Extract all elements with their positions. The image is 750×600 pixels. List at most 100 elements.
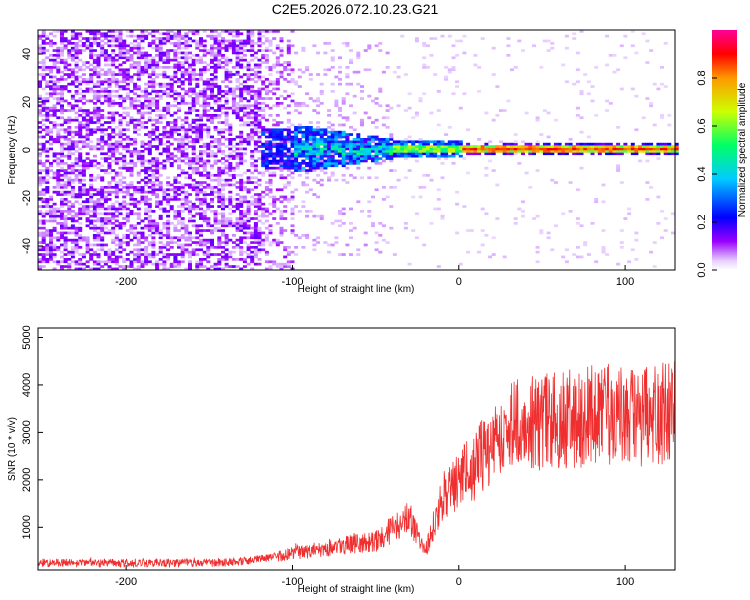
spectrogram-cell [568, 210, 573, 213]
spectrogram-cell [133, 202, 138, 206]
spectrogram-cell [455, 145, 460, 148]
spectrogram-cell [264, 56, 269, 60]
spectrogram-cell [70, 32, 75, 36]
spectrogram-cell [136, 63, 141, 67]
spectrogram-cell [330, 138, 335, 141]
spectrogram-cell [162, 39, 167, 43]
spectrogram-cell [403, 109, 408, 112]
spectrogram-cell [235, 87, 240, 91]
spectrogram-cell [250, 260, 255, 264]
spectrogram-cell [111, 260, 116, 264]
spectrogram-cell [151, 34, 156, 38]
spectrogram-cell [140, 265, 145, 268]
spectrogram-cell [92, 49, 97, 52]
spectrogram-cell [572, 82, 577, 86]
spectrogram-cell [188, 106, 192, 110]
spectrogram-cell [305, 135, 310, 139]
spectrogram-cell [191, 118, 196, 122]
spectrogram-cell [378, 90, 383, 93]
spectrogram-cell [539, 145, 544, 148]
spectrogram-cell [92, 159, 97, 163]
spectrogram-cell [279, 241, 284, 244]
spectrogram-cell [323, 128, 328, 132]
spectrogram-cell [67, 82, 72, 86]
spectrogram-cell [206, 94, 211, 98]
spectrogram-cell [70, 34, 75, 38]
spectrogram-cell [301, 126, 306, 129]
spectrogram-cell [374, 44, 379, 48]
spectrogram-cell [327, 130, 332, 134]
spectrogram-cell [136, 200, 141, 204]
spectrogram-cell [407, 169, 412, 172]
spectrogram-cell [210, 85, 214, 88]
spectrogram-cell [484, 234, 489, 237]
spectrogram-cell [195, 224, 200, 228]
spectrogram-cell [78, 58, 83, 62]
spectrogram-cell [480, 147, 485, 151]
spectrogram-cell [85, 219, 90, 223]
spectrogram-cell [305, 154, 310, 158]
spectrogram-cell [638, 145, 643, 148]
spectrogram-cell [246, 104, 251, 108]
spectrogram-cell [290, 171, 295, 175]
spectrogram-cell [338, 123, 342, 127]
spectrogram-cell [162, 226, 167, 230]
spectrogram-cell [155, 157, 160, 160]
spectrogram-cell [96, 126, 101, 129]
spectrogram-cell [356, 142, 361, 146]
spectrogram-cell [294, 102, 299, 105]
spectrogram-cell [264, 164, 269, 168]
spectrogram-cell [92, 212, 97, 216]
spectrogram-cell [107, 207, 112, 211]
spectrogram-cell [239, 87, 244, 91]
spectrogram-cell [195, 46, 200, 50]
spectrogram-cell [173, 154, 178, 158]
spectrogram-cell [316, 174, 321, 177]
spectrogram-cell [45, 258, 50, 261]
spectrogram-cell [221, 198, 225, 201]
spectrogram-cell [231, 166, 236, 170]
spectrogram-cell [381, 152, 386, 156]
spectrogram-cell [217, 195, 222, 199]
spectrogram-cell [125, 73, 130, 76]
spectrogram-cell [169, 188, 174, 192]
spectrogram-cell [107, 54, 112, 57]
spectrogram-cell [199, 238, 203, 242]
spectrogram-cell [60, 116, 64, 120]
spectrogram-cell [125, 111, 130, 115]
spectrogram-cell [125, 123, 130, 127]
spectrogram-cell [63, 109, 68, 112]
spectrogram-cell [78, 181, 83, 184]
spectrogram-cell [612, 150, 617, 153]
spectrogram-cell [513, 152, 518, 156]
spectrogram-cell [568, 181, 573, 184]
spectrogram-cell [78, 152, 83, 156]
spectrogram-cell [199, 68, 203, 72]
spectrogram-cell [623, 142, 628, 146]
spectrogram-cell [136, 46, 141, 50]
spectrogram-cell [206, 135, 211, 139]
spectrogram-cell [191, 128, 196, 132]
spectrogram-cell [169, 253, 174, 256]
spectrogram-cell [466, 145, 471, 148]
spectrogram-cell [257, 243, 262, 247]
spectrogram-cell [85, 265, 90, 268]
spectrogram-cell [253, 63, 258, 67]
spectrogram-cell [634, 94, 639, 98]
spectrogram-cell [301, 234, 306, 237]
spectrogram-cell [286, 140, 291, 144]
spectrogram-cell [374, 150, 379, 153]
spectrogram-cell [133, 87, 138, 91]
spectrogram-cell [202, 162, 207, 165]
spectrogram-cell [378, 222, 383, 225]
spectrogram-cell [67, 212, 72, 216]
spectrogram-cell [191, 54, 196, 57]
spectrogram-cell [89, 44, 94, 48]
spectrogram-cell [122, 97, 127, 100]
spectrogram-cell [133, 186, 138, 189]
spectrogram-cell [627, 150, 632, 153]
spectrogram-cell [371, 224, 375, 228]
spectrogram-cell [74, 243, 79, 247]
spectrogram-cell [213, 210, 218, 213]
spectrogram-cell [246, 178, 251, 182]
